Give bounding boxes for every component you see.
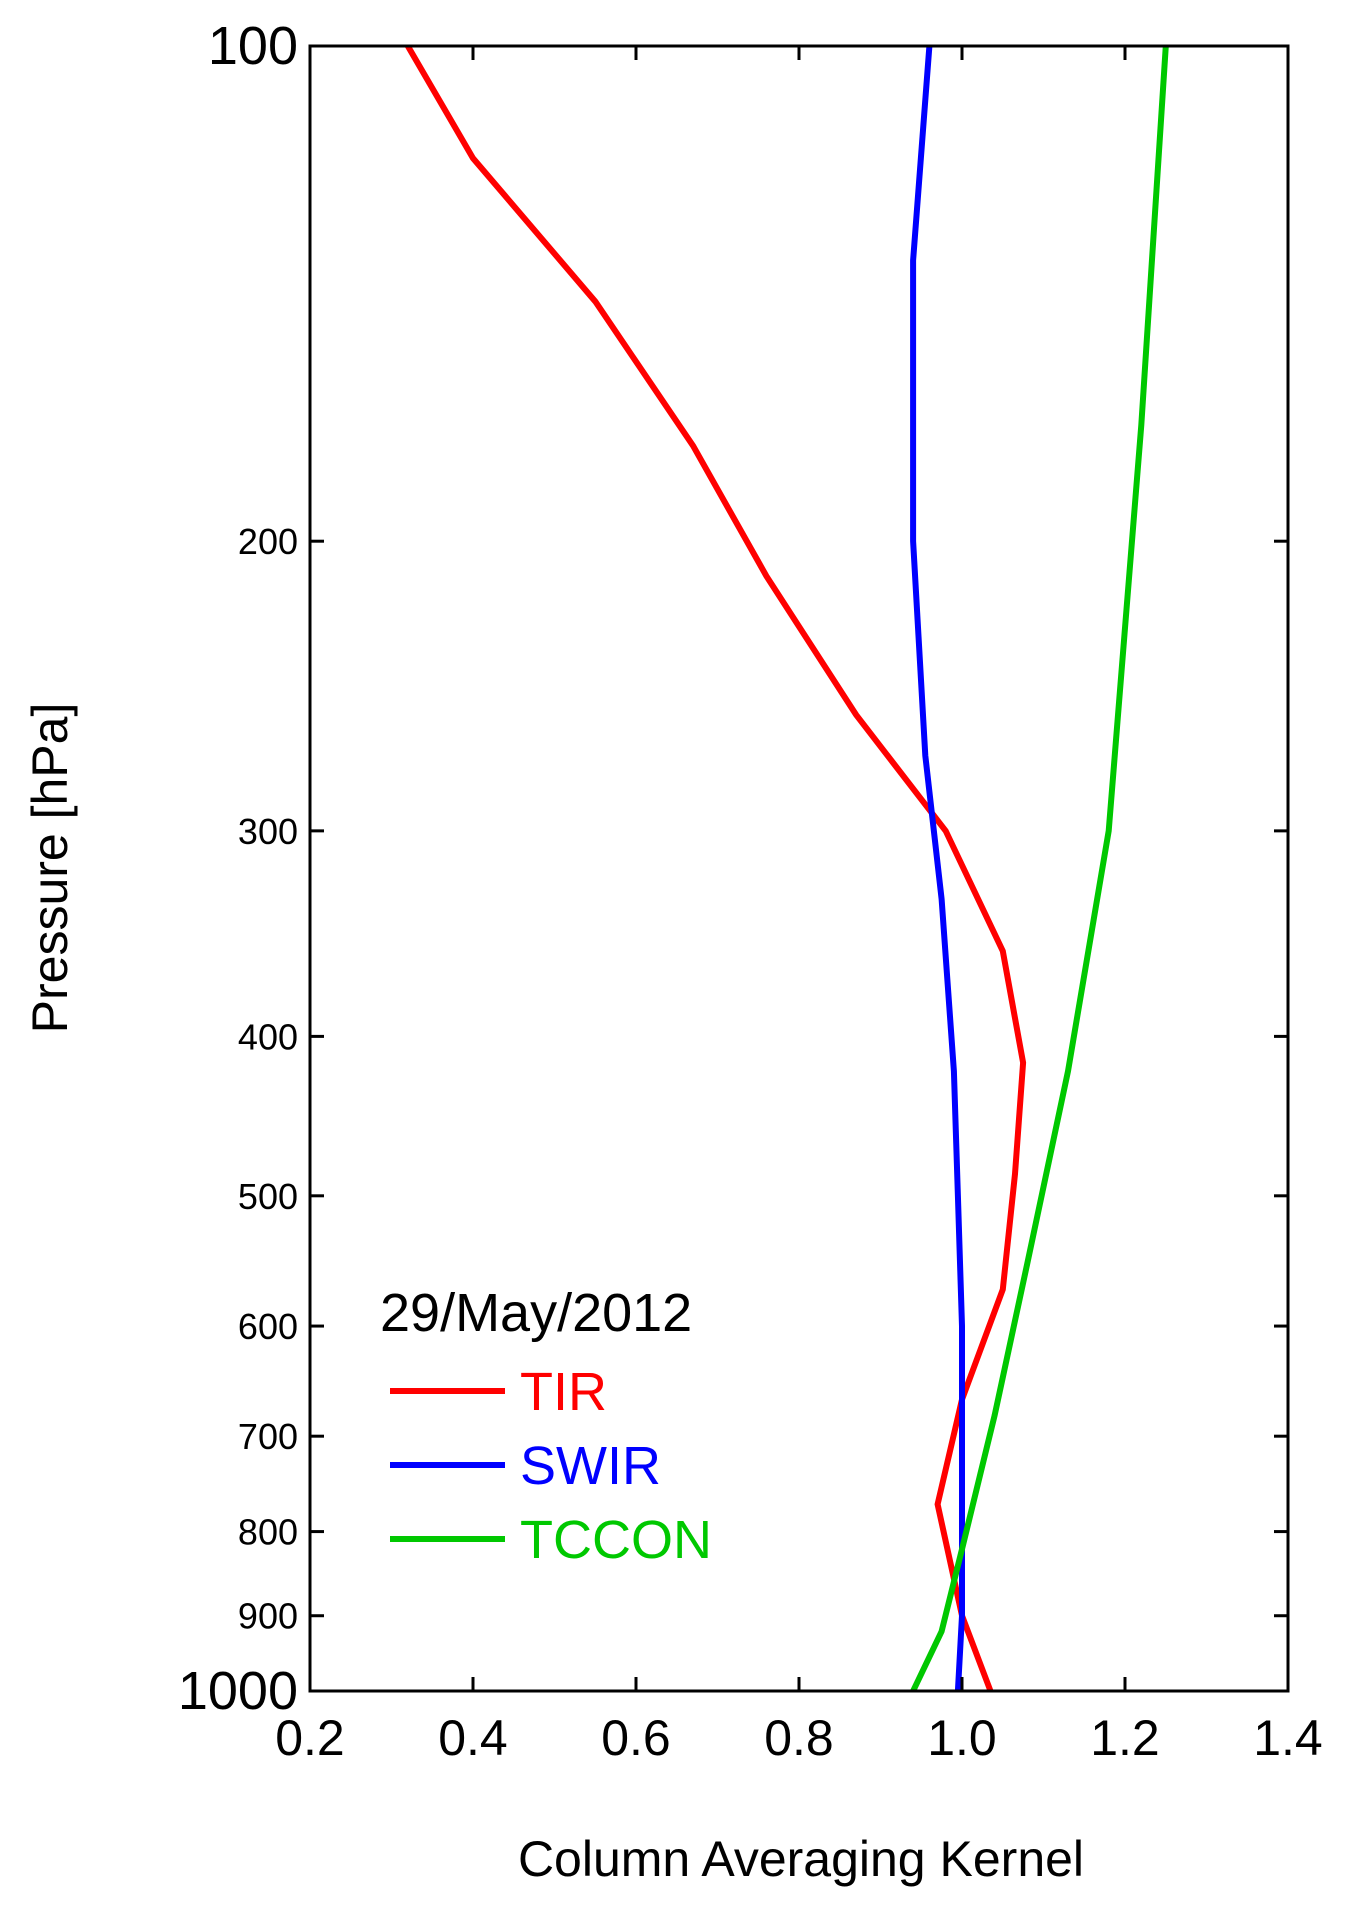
y-tick-label: 1000 — [178, 1661, 298, 1721]
legend-label: TCCON — [520, 1510, 712, 1570]
legend: 29/May/2012 TIR SWIR TCCON — [380, 1283, 712, 1570]
x-tick-label: 0.6 — [601, 1710, 671, 1766]
y-tick-label: 200 — [238, 521, 298, 562]
x-tick-label: 0.4 — [438, 1710, 508, 1766]
y-tick-label: 300 — [238, 811, 298, 852]
y-tick-label: 700 — [238, 1416, 298, 1457]
legend-title: 29/May/2012 — [380, 1283, 692, 1343]
x-tick-label: 0.2 — [275, 1710, 345, 1766]
series-line-tccon — [910, 45, 1169, 1693]
y-tick-label: 900 — [238, 1596, 298, 1637]
legend-label: SWIR — [520, 1436, 661, 1496]
x-tick-label: 1.4 — [1253, 1710, 1323, 1766]
x-tick-label: 1.2 — [1090, 1710, 1160, 1766]
y-tick-label: 400 — [238, 1016, 298, 1057]
x-tick-label: 1.0 — [927, 1710, 997, 1766]
legend-label: TIR — [520, 1362, 607, 1422]
y-axis-label: Pressure [hPa] — [22, 703, 78, 1034]
y-tick-label: 600 — [238, 1306, 298, 1347]
y-tick-label: 500 — [238, 1176, 298, 1217]
y-tick-label: 100 — [208, 16, 298, 76]
y-tick-label: 800 — [238, 1512, 298, 1553]
x-tick-label: 0.8 — [764, 1710, 834, 1766]
x-axis-label: Column Averaging Kernel — [518, 1831, 1084, 1887]
series-line-tir — [405, 44, 1027, 1693]
